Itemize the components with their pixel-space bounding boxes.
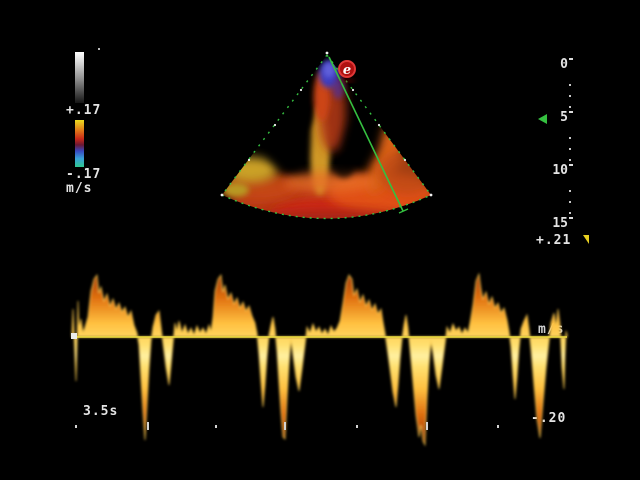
spectral-trace [71, 272, 568, 447]
depth-tick [569, 217, 573, 220]
timeline-tick-minor [356, 425, 358, 428]
depth-tick [569, 111, 573, 114]
timeline-tick-minor [215, 425, 217, 428]
svg-text:e: e [343, 63, 351, 78]
color-doppler-scale-bar [75, 120, 84, 167]
depth-minor-tick [569, 148, 571, 151]
sector-outline [221, 54, 432, 220]
color-scale-min-label: -.17 [66, 167, 102, 182]
focus-marker-icon [538, 114, 547, 124]
depth-label-10: 10 [552, 163, 568, 179]
depth-minor-tick [569, 201, 571, 204]
caliper-mark-icon [583, 235, 589, 244]
baseline-start-marker [71, 333, 77, 339]
vendor-logo-icon: e [338, 60, 356, 82]
depth-tick [569, 58, 573, 60]
timeline-tick-minor [497, 425, 499, 428]
sector-outline-dots [220, 51, 433, 197]
depth-label-0: 0 [560, 57, 568, 72]
timeline-tick-major [147, 422, 149, 430]
depth-label-5: 5 [560, 110, 568, 126]
depth-minor-tick [569, 84, 571, 86]
timeline-tick-major [284, 422, 286, 430]
depth-minor-tick [569, 106, 571, 108]
depth-minor-tick [569, 95, 571, 97]
spectral-max-label: +.21 [536, 233, 572, 248]
depth-minor-tick [569, 137, 571, 140]
marker-dot [98, 48, 100, 50]
doppler-cursor-line [328, 56, 409, 214]
grayscale-bar [75, 52, 84, 103]
depth-minor-tick [569, 212, 571, 215]
depth-minor-tick [569, 190, 571, 193]
color-scale-max-label: +.17 [66, 103, 102, 118]
depth-tick [569, 164, 573, 167]
sweep-time-label: 3.5s [83, 404, 119, 419]
color-scale-unit-label: m/s [66, 181, 93, 196]
timeline-tick-minor [75, 425, 77, 428]
depth-label-15: 15 [552, 216, 568, 232]
timeline-tick-major [426, 422, 428, 430]
depth-minor-tick [569, 159, 571, 162]
